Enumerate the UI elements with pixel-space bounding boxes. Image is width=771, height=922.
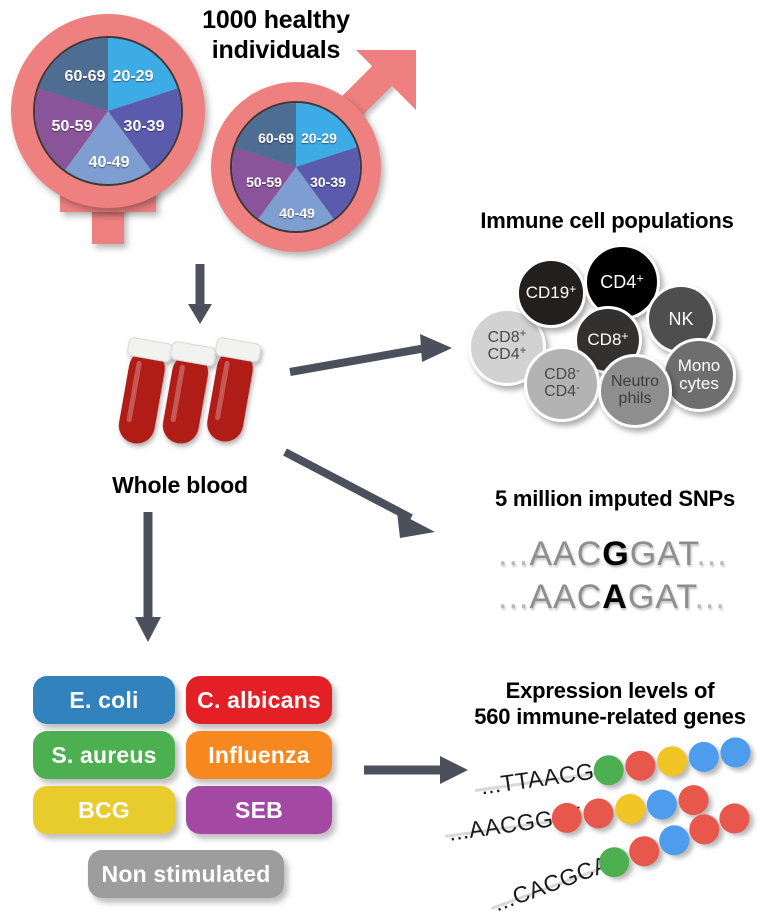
stimulus-non-stimulated[interactable]: Non stimulated [88,850,284,898]
expression-title-line2: 560 immune-related genes [474,703,746,729]
strand-sequence: ...TTAACGG [478,755,614,800]
arrow-blood-to-immune [289,334,452,376]
pie-slice-20-29 [296,103,357,167]
cell-cd4p-label: CD4+ [600,270,644,292]
arrow-stimuli-to-expression [364,756,468,784]
snp-variant: G [602,535,630,573]
expression-title-line1: Expression levels of [505,678,715,703]
cell-monocytes: Mono cytes [662,338,736,412]
arrow-head [135,617,161,642]
snp-pre: AAC [529,535,603,573]
cell-nk-label: NK [668,308,694,329]
stimulus-c-albicans[interactable]: C. albicans [186,676,332,724]
bead [718,735,753,770]
bead [644,787,679,822]
page-title-line1: 1000 healthy [202,6,350,34]
snp-prefix: ... [498,578,530,616]
female-age-pie: 20-29 30-39 40-49 50-59 60-69 [33,36,183,186]
pie-slice-60-69 [235,103,296,167]
immune-cell-cluster: CD8+ CD4+ CD19+ CD4+ NK CD8+ Mono cytes CD… [460,240,760,428]
arrow-cohort-to-blood [188,264,212,324]
cell-neutrophils-label: Neutro phils [610,373,660,407]
snp-pre: AAC [529,578,603,616]
tube-group-1 [118,337,174,444]
pie-slice-50-59 [35,88,108,171]
pie-slice-30-39 [296,147,360,219]
snp-sequence-row-2: ...AACAGAT... [498,578,726,617]
female-pie-slices [35,38,181,184]
snp-suffix: ... [696,535,728,573]
blood-tubes-svg [118,337,262,444]
cell-cd8n-cd4n: CD8- CD4- [524,346,600,422]
cell-cd19p: CD19+ [516,258,586,328]
bead [686,739,721,774]
male-pie-slices [232,103,360,231]
arrow-head [420,334,452,362]
arrow-shaft [289,344,427,376]
bead [685,810,724,849]
stimulus-s-aureus[interactable]: S. aureus [33,731,175,779]
arrow-head [397,512,435,538]
gene-strand-cluster: ...TTAACGG ...AACGGAT ...CACGCAA [445,735,771,916]
pie-slice-20-29 [108,38,178,111]
bead [655,744,690,779]
snps-title: 5 million imputed SNPs [494,486,736,511]
whole-blood-tubes [110,336,270,456]
cell-cd19p-label: CD19+ [525,282,577,303]
tube-group-3 [207,337,262,442]
pie-slice-30-39 [108,88,181,171]
snp-prefix: ... [498,535,530,573]
pie-slice-40-49 [258,167,334,231]
male-symbol: 20-29 30-39 40-49 50-59 60-69 [211,50,416,253]
snp-post: GAT [627,578,695,616]
stimulus-bcg[interactable]: BCG [33,786,175,834]
pie-slice-50-59 [232,147,296,219]
page-title-line2: individuals [211,35,341,64]
stimulus-e-coli[interactable]: E. coli [33,676,175,724]
bead [715,799,754,838]
cell-cd8p-label: CD8+ [587,329,629,350]
arrow-shaft [283,448,413,522]
cell-cd8p-cd4p-label: CD8+ CD4+ [487,328,527,363]
male-age-pie: 20-29 30-39 40-49 50-59 60-69 [230,101,362,233]
arrow-head [440,756,468,784]
arrow-blood-to-snps [283,448,435,538]
bead [613,792,648,826]
tube-group-2 [162,341,217,444]
bead [655,821,694,860]
immune-populations-title: Immune cell populations [480,208,734,233]
arrow-head [188,304,212,324]
stimulus-seb[interactable]: SEB [186,786,332,834]
pie-slice-40-49 [65,111,151,184]
bead [581,796,616,831]
expression-title: Expression levels of 560 immune-related … [450,678,770,730]
stimulus-influenza[interactable]: Influenza [186,731,332,779]
female-symbol: 20-29 30-39 40-49 50-59 60-69 [8,14,208,244]
bead [624,832,664,871]
male-age-pie-svg [232,103,360,231]
female-age-pie-svg [35,38,181,184]
cell-monocytes-label: Mono cytes [677,356,721,393]
pie-slice-60-69 [38,38,109,111]
snp-sequence-row-1: ...AACGGAT... [498,535,728,574]
cell-cd8n-cd4n-label: CD8- CD4- [544,365,580,400]
snp-suffix: ... [694,578,726,616]
whole-blood-label: Whole blood [112,472,248,498]
snp-post: GAT [629,535,697,573]
page-title: 1000 healthy individuals [176,6,376,65]
cell-neutrophils: Neutro phils [598,354,672,428]
arrow-blood-to-stimuli [135,512,161,642]
bead [623,748,658,783]
snp-variant: A [602,578,628,616]
